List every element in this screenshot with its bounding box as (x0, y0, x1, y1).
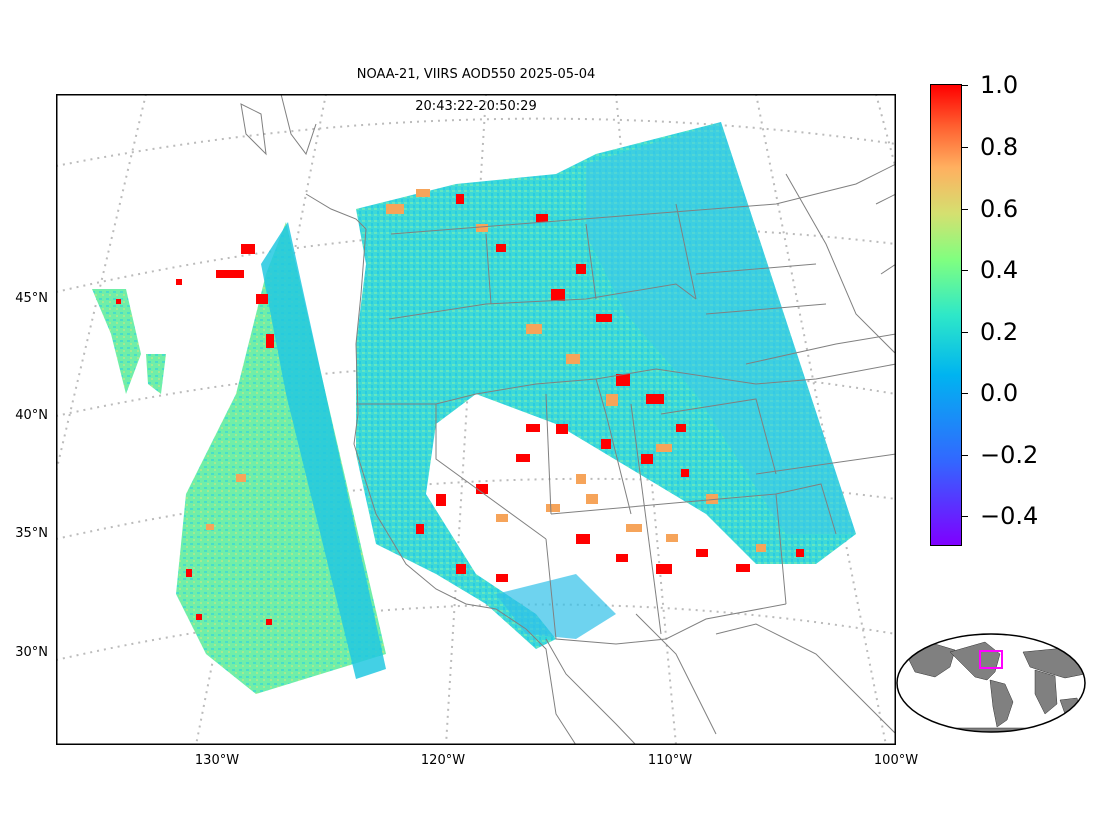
colorbar-tick (962, 270, 968, 271)
colorbar-tick (962, 455, 968, 456)
colorbar-label-neg-0-4: −0.4 (980, 502, 1039, 530)
ocean-swath (92, 222, 386, 694)
inset-globe (896, 633, 1086, 733)
lat-label-30: 30°N (15, 645, 48, 660)
colorbar-label-0-6: 0.6 (980, 195, 1019, 223)
colorbar-label-0-2: 0.2 (980, 318, 1019, 346)
inset-region-box (979, 650, 1003, 669)
map-border (56, 94, 896, 745)
lat-label-35: 35°N (15, 526, 48, 541)
colorbar-label-0-8: 0.8 (980, 133, 1019, 161)
lon-label-100: 100°W (873, 753, 919, 768)
aerosol-moderate (206, 189, 766, 552)
colorbar-tick (962, 393, 968, 394)
lon-label-130: 130°W (194, 753, 240, 768)
lon-label-120: 120°W (420, 753, 466, 768)
colorbar-label-1-0: 1.0 (980, 71, 1019, 99)
colorbar-tick (962, 147, 968, 148)
lat-label-45: 45°N (15, 291, 48, 306)
colorbar (930, 84, 962, 546)
map-panel (56, 94, 896, 745)
plot-title: NOAA-21, VIIRS AOD550 2025-05-04 20:43:2… (56, 51, 896, 131)
colorbar-tick (962, 332, 968, 333)
title-line-2: 20:43:22-20:50:29 (415, 99, 537, 114)
colorbar-label-neg-0-2: −0.2 (980, 441, 1039, 469)
colorbar-tick (962, 516, 968, 517)
colorbar-tick (962, 85, 968, 86)
state-borders (356, 163, 896, 645)
title-line-1: NOAA-21, VIIRS AOD550 2025-05-04 (356, 67, 596, 82)
inset-land (904, 641, 1085, 732)
lat-label-40: 40°N (15, 408, 48, 423)
colorbar-label-0-4: 0.4 (980, 256, 1019, 284)
colorbar-label-0-0: 0.0 (980, 379, 1019, 407)
coastlines (240, 94, 896, 745)
colorbar-tick (962, 209, 968, 210)
aerosol-hotspots (116, 194, 804, 625)
land-swath (356, 122, 856, 649)
lon-label-110: 110°W (647, 753, 693, 768)
